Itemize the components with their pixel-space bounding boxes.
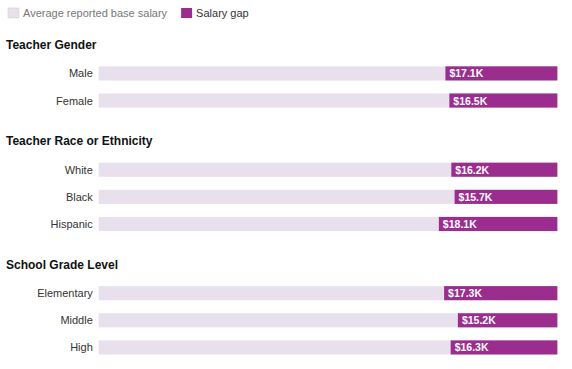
row-label: Hispanic [51, 218, 94, 230]
gap-bar [444, 286, 557, 300]
data-label: $15.7K [459, 191, 493, 203]
data-label: $15.2K [462, 314, 496, 326]
row-label: Elementary [37, 287, 93, 299]
bars [98, 66, 557, 354]
gap-bar [439, 217, 558, 231]
row-label: Middle [60, 314, 92, 326]
row-label: High [70, 341, 93, 353]
labels: Teacher Gender Male $17.1K Female $16.5K Teac… [6, 38, 496, 354]
section-title: Teacher Race or Ethnicity [6, 134, 153, 148]
base-bar [98, 313, 557, 327]
legend-label: Average reported base salary [23, 7, 168, 19]
row-label: Male [69, 67, 93, 79]
data-label: $17.3K [448, 287, 482, 299]
base-bar [98, 190, 557, 204]
section-title: Teacher Gender [6, 38, 97, 52]
base-bar [98, 286, 557, 300]
base-bar [98, 217, 557, 231]
base-bar [98, 163, 557, 177]
base-bar [98, 340, 557, 354]
data-label: $17.1K [449, 67, 483, 79]
row-label: Black [66, 191, 93, 203]
gap-bar [455, 190, 558, 204]
gap-bar [445, 66, 557, 80]
base-bar [98, 66, 557, 80]
gap-bar [449, 93, 557, 107]
data-label: $18.1K [443, 218, 477, 230]
data-label: $16.3K [455, 341, 489, 353]
legend-label: Salary gap [196, 7, 249, 19]
gap-bar [458, 313, 558, 327]
data-label: $16.2K [455, 164, 489, 176]
gap-bar [451, 340, 558, 354]
legend-swatch [181, 8, 192, 18]
section-title: School Grade Level [6, 258, 118, 272]
legend: Average reported base salary Salary gap [8, 7, 249, 19]
row-label: White [65, 164, 93, 176]
data-label: $16.5K [453, 95, 487, 107]
base-bar [98, 93, 557, 107]
gap-bar [451, 163, 557, 177]
legend-swatch [8, 8, 19, 18]
row-label: Female [56, 95, 93, 107]
chart: Average reported base salary Salary gap Te… [0, 0, 572, 369]
